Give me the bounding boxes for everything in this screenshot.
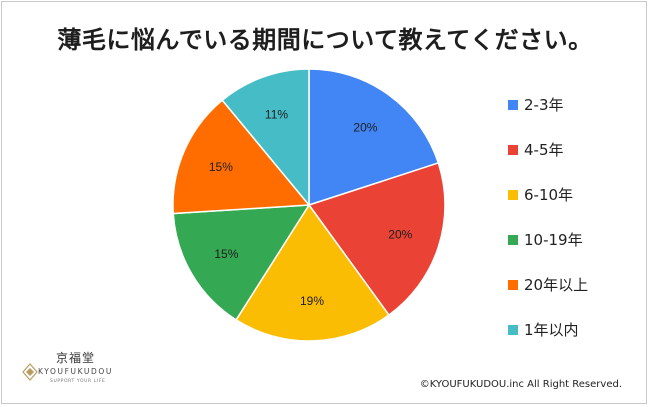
legend-label: 1年以内 bbox=[524, 321, 579, 339]
pie-slice-5 bbox=[221, 68, 310, 208]
legend-swatch bbox=[508, 99, 518, 110]
pie-slice-label-0: 20% bbox=[353, 120, 377, 134]
pie-slice-label-2: 19% bbox=[300, 294, 324, 308]
pie-slice-2 bbox=[235, 203, 390, 342]
legend-swatch bbox=[508, 324, 518, 335]
legend-label: 6-10年 bbox=[524, 186, 574, 204]
logo-tagline: SUPPORT YOUR LIFE bbox=[50, 379, 106, 384]
legend-swatch bbox=[508, 144, 518, 155]
legend-label: 2-3年 bbox=[524, 96, 564, 114]
logo: 京福堂 KYOUFUKUDOU SUPPORT YOUR LIFE bbox=[20, 348, 120, 396]
legend-item-1: 4-5年 bbox=[508, 127, 643, 172]
logo-subtitle: KYOUFUKUDOU bbox=[38, 367, 113, 376]
chart-title: 薄毛に悩んでいる期間について教えてください。 bbox=[57, 26, 593, 54]
copyright-text: ©KYOUFUKUDOU.inc All Right Reserved. bbox=[419, 379, 622, 390]
legend-label: 4-5年 bbox=[524, 141, 564, 159]
legend-swatch bbox=[508, 234, 518, 245]
pie-slice-label-5: 11% bbox=[265, 108, 288, 122]
legend-item-0: 2-3年 bbox=[508, 82, 643, 127]
legend-label: 20年以上 bbox=[524, 276, 589, 294]
legend-label: 10-19年 bbox=[524, 231, 583, 249]
logo-mark-icon bbox=[22, 363, 38, 381]
pie-slice-label-4: 15% bbox=[209, 160, 233, 174]
legend-swatch bbox=[508, 189, 518, 200]
pie-slice-0 bbox=[308, 68, 440, 207]
legend-item-2: 6-10年 bbox=[508, 172, 643, 217]
pie-slice-3 bbox=[172, 204, 311, 321]
logo-name: 京福堂 bbox=[56, 351, 96, 365]
legend-swatch bbox=[508, 279, 518, 290]
legend-item-4: 20年以上 bbox=[508, 262, 643, 307]
legend-item-3: 10-19年 bbox=[508, 217, 643, 262]
pie-slice-4 bbox=[172, 99, 311, 215]
pie-slice-1 bbox=[307, 162, 446, 317]
legend-item-5: 1年以内 bbox=[508, 307, 643, 352]
pie-slice-label-1: 20% bbox=[388, 228, 412, 242]
legend: 2-3年 4-5年 6-10年 10-19年 20年以上 1年以内 bbox=[508, 82, 643, 352]
pie-slice-label-3: 15% bbox=[214, 247, 238, 261]
